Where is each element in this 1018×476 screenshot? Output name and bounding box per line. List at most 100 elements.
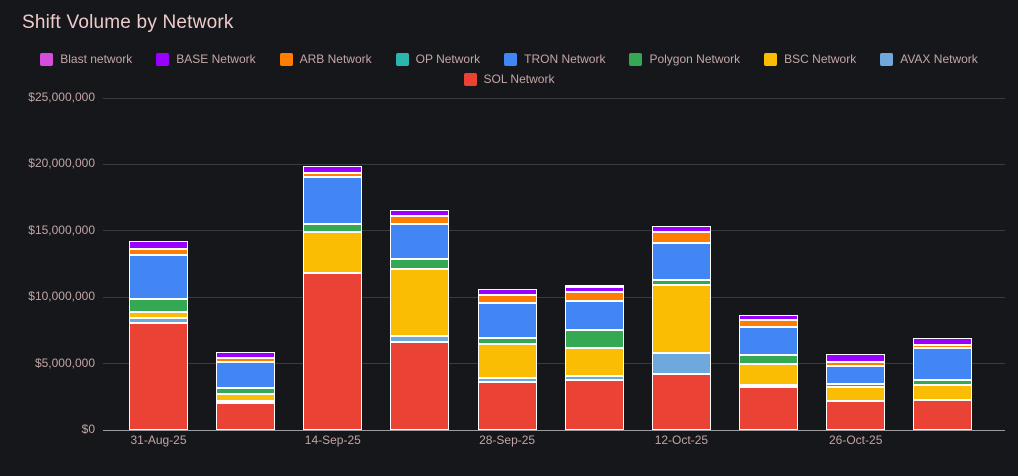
bar-segment-sol-network[interactable]	[739, 386, 799, 430]
bar-segment-avax-network[interactable]	[651, 352, 711, 374]
bar-segment-arb-network[interactable]	[129, 249, 188, 255]
bar-segment-base-network[interactable]	[913, 338, 973, 346]
bar-segment-sol-network[interactable]	[477, 381, 537, 430]
bar-segment-bsc-network[interactable]	[129, 311, 188, 319]
bar-segment-bsc-network[interactable]	[477, 344, 537, 378]
legend-item-sol-network[interactable]: SOL Network	[463, 72, 554, 86]
bar-segment-sol-network[interactable]	[913, 400, 973, 430]
bar-segment-arb-network[interactable]	[303, 173, 363, 178]
bar-segment-base-network[interactable]	[477, 289, 537, 296]
bar-segment-bsc-network[interactable]	[913, 384, 973, 401]
gridline	[103, 230, 1005, 232]
bar-segment-base-network[interactable]	[303, 166, 363, 174]
bar-segment-tron-network[interactable]	[651, 243, 711, 280]
bar-segment-base-network[interactable]	[651, 226, 711, 233]
bar-segment-bsc-network[interactable]	[390, 269, 450, 336]
bar-segment-tron-network[interactable]	[216, 361, 276, 389]
gridline	[103, 163, 1005, 165]
bar-segment-tron-network[interactable]	[477, 302, 537, 338]
bar-segment-polygon-network[interactable]	[651, 279, 711, 285]
bar-segment-polygon-network[interactable]	[739, 354, 799, 365]
y-axis-tick-label: $0	[81, 422, 95, 436]
bar-segment-sol-network[interactable]	[651, 373, 711, 430]
bar-segment-tron-network[interactable]	[390, 223, 450, 259]
y-axis-tick-label: $5,000,000	[34, 355, 95, 370]
bar-segment-bsc-network[interactable]	[739, 364, 799, 385]
bar-segment-avax-network[interactable]	[129, 318, 188, 324]
legend-item-op-network[interactable]: OP Network	[395, 52, 480, 66]
bar-segment-avax-network[interactable]	[390, 335, 450, 343]
bar-segment-polygon-network[interactable]	[913, 379, 973, 385]
bar-segment-tron-network[interactable]	[739, 327, 799, 355]
legend-item-tron-network[interactable]: TRON Network	[504, 52, 605, 66]
bar-segment-base-network[interactable]	[390, 209, 450, 216]
legend-swatch-icon	[629, 52, 643, 66]
bar-segment-arb-network[interactable]	[390, 215, 450, 224]
x-axis-tick-label: 26-Oct-25	[829, 433, 883, 447]
gridline	[103, 296, 1005, 298]
stacked-bar-col-2	[216, 351, 276, 430]
legend-label: Polygon Network	[649, 52, 741, 66]
bar-segment-avax-network[interactable]	[564, 376, 624, 381]
bar-segment-bsc-network[interactable]	[826, 386, 886, 401]
legend-item-bsc-network[interactable]: BSC Network	[764, 52, 856, 66]
stacked-bar-14-Sep-25	[303, 166, 363, 430]
stacked-bar-col-4	[390, 209, 450, 430]
bar-segment-sol-network[interactable]	[390, 342, 450, 430]
legend-label: Blast network	[60, 52, 133, 66]
legend-item-arb-network[interactable]: ARB Network	[279, 52, 372, 66]
legend-swatch-icon	[156, 52, 170, 66]
legend-item-blast-network[interactable]: Blast network	[40, 52, 132, 66]
bar-segment-avax-network[interactable]	[739, 384, 799, 387]
bar-segment-avax-network[interactable]	[216, 400, 276, 404]
bar-segment-tron-network[interactable]	[129, 254, 188, 299]
bar-segment-tron-network[interactable]	[913, 348, 973, 380]
bar-segment-bsc-network[interactable]	[651, 284, 711, 353]
bar-segment-polygon-network[interactable]	[303, 223, 363, 233]
bar-segment-polygon-network[interactable]	[826, 383, 886, 387]
bar-segment-avax-network[interactable]	[477, 377, 537, 382]
bar-segment-bsc-network[interactable]	[303, 232, 363, 274]
bar-segment-polygon-network[interactable]	[564, 329, 624, 348]
bar-segment-arb-network[interactable]	[651, 232, 711, 244]
bar-segment-base-network[interactable]	[216, 351, 276, 358]
bar-segment-sol-network[interactable]	[216, 403, 276, 430]
bar-segment-bsc-network[interactable]	[564, 347, 624, 377]
bar-segment-base-network[interactable]	[739, 315, 799, 321]
legend-item-polygon-network[interactable]: Polygon Network	[629, 52, 740, 66]
bar-segment-tron-network[interactable]	[564, 301, 624, 330]
legend-item-avax-network[interactable]: AVAX Network	[880, 52, 978, 66]
gridline	[103, 363, 1005, 365]
legend-swatch-icon	[395, 52, 409, 66]
stacked-bar-col-8	[739, 315, 799, 430]
bar-segment-sol-network[interactable]	[303, 273, 363, 430]
bar-segment-arb-network[interactable]	[564, 291, 624, 302]
bar-segment-tron-network[interactable]	[826, 366, 886, 384]
bar-segment-polygon-network[interactable]	[390, 258, 450, 270]
bar-segment-polygon-network[interactable]	[477, 337, 537, 345]
bar-segment-arb-network[interactable]	[739, 320, 799, 328]
x-axis-tick-label: 28-Sep-25	[479, 433, 536, 447]
legend-swatch-icon	[880, 52, 894, 66]
bar-segment-arb-network[interactable]	[826, 362, 886, 367]
bar-segment-polygon-network[interactable]	[216, 388, 276, 395]
bar-segment-sol-network[interactable]	[826, 400, 886, 430]
bar-segment-arb-network[interactable]	[216, 357, 276, 362]
bar-segment-base-network[interactable]	[129, 240, 188, 250]
bar-segment-polygon-network[interactable]	[129, 298, 188, 312]
stacked-bar-col-6	[564, 284, 624, 430]
bar-segment-tron-network[interactable]	[303, 177, 363, 224]
legend-item-base-network[interactable]: BASE Network	[156, 52, 256, 66]
stacked-bar-28-Sep-25	[477, 289, 537, 430]
bar-segment-base-network[interactable]	[564, 287, 624, 292]
bar-segment-arb-network[interactable]	[477, 295, 537, 303]
bar-segment-base-network[interactable]	[826, 353, 886, 363]
stacked-bar-12-Oct-25	[651, 226, 711, 430]
legend-swatch-icon	[279, 52, 293, 66]
x-axis-line	[103, 429, 1005, 431]
bar-segment-blast-network[interactable]	[564, 284, 624, 288]
bar-segment-bsc-network[interactable]	[216, 394, 276, 401]
bar-segment-sol-network[interactable]	[564, 380, 624, 430]
bar-segment-arb-network[interactable]	[913, 345, 973, 349]
bar-segment-sol-network[interactable]	[129, 323, 188, 430]
